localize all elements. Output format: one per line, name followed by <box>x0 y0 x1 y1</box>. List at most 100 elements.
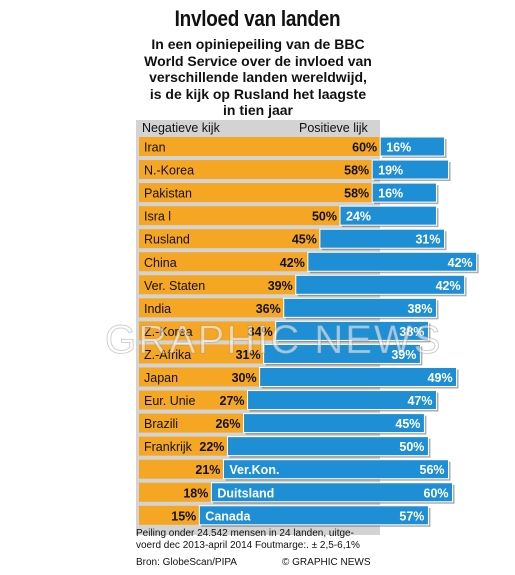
bar-row: 31% 39% Z.-Afrika <box>139 343 423 366</box>
positive-value-label: 31% <box>415 233 440 247</box>
category-label: Rusland <box>144 233 190 247</box>
negative-bar <box>139 252 308 272</box>
bar-row: 58% 16% Pakistan <box>139 182 439 205</box>
positive-bar <box>275 320 429 341</box>
positive-bar <box>198 505 429 526</box>
negative-value-label: 30% <box>232 371 257 385</box>
negative-bar <box>139 413 244 433</box>
negative-header: Negatieve kijk <box>142 121 220 135</box>
negative-value-label: 34% <box>248 325 273 339</box>
positive-bar <box>226 436 429 457</box>
negative-value-label: 42% <box>280 256 305 270</box>
bar-row: 36% 38% India <box>139 297 439 320</box>
negative-value-label: 21% <box>195 463 220 477</box>
negative-bar <box>139 206 340 226</box>
positive-value-label: 19% <box>378 164 403 178</box>
category-label: Z.-Afrika <box>144 348 191 362</box>
negative-bar <box>139 321 276 341</box>
category-label: Canada <box>205 509 251 523</box>
positive-bar <box>222 459 450 480</box>
bar-row: 15% 57% Canada <box>139 505 431 527</box>
bar-row: 45% 31% Rusland <box>139 228 447 251</box>
positive-value-label: 50% <box>399 440 424 454</box>
negative-bar <box>139 344 264 364</box>
positive-value-label: 60% <box>424 486 449 500</box>
bar-row: 30% 49% Japan <box>139 367 459 389</box>
positive-value-label: 56% <box>420 463 445 477</box>
positive-value-label: 45% <box>395 417 420 431</box>
positive-bar <box>379 136 446 157</box>
negative-value-label: 60% <box>352 141 377 155</box>
category-label: N.-Korea <box>144 164 194 178</box>
positive-bar <box>243 413 425 434</box>
positive-value-label: 16% <box>386 141 411 155</box>
category-label: Ver. Staten <box>144 279 205 293</box>
positive-bar <box>307 251 478 272</box>
bar-row: 22% 50% Frankrijk <box>139 436 431 458</box>
negative-value-label: 27% <box>220 394 245 408</box>
negative-bar <box>139 459 224 479</box>
bar-row: 42% 42% China <box>139 251 479 274</box>
positive-value-label: 42% <box>448 256 473 270</box>
positive-bar <box>283 297 437 318</box>
negative-value-label: 45% <box>292 233 317 247</box>
negative-value-label: 18% <box>183 486 208 500</box>
negative-bar <box>139 390 248 410</box>
category-label: Duitsland <box>217 486 274 500</box>
negative-bar <box>139 183 373 203</box>
chart-subtitle: In een opiniepeiling van de BBC World Se… <box>144 36 372 118</box>
positive-value-label: 24% <box>346 210 371 224</box>
category-label: Eur. Unie <box>144 394 195 408</box>
negative-bar <box>139 482 212 502</box>
negative-bar <box>139 436 228 456</box>
positive-value-label: 16% <box>378 187 403 201</box>
category-label: Pakistan <box>144 187 192 201</box>
category-label: Z.-Korea <box>144 325 193 339</box>
negative-value-label: 39% <box>268 279 293 293</box>
positive-bar <box>371 182 437 203</box>
positive-value-label: 57% <box>399 509 424 523</box>
negative-value-label: 58% <box>344 187 369 201</box>
chart-title: Invloed van landen <box>174 6 341 31</box>
positive-bar <box>319 228 446 249</box>
positive-bar <box>339 205 437 226</box>
bar-row: 26% 45% Brazili <box>139 413 427 435</box>
bar-row: 21% 56% Ver.Kon. <box>139 459 451 481</box>
positive-header: Positieve lijk <box>299 121 368 135</box>
negative-bar <box>139 160 373 180</box>
positive-value-label: 38% <box>399 325 424 339</box>
bar-row: 27% 47% Eur. Unie <box>139 390 439 412</box>
bar-row: 58% 19% N.-Korea <box>139 159 451 182</box>
positive-value-label: 47% <box>407 394 432 408</box>
negative-value-label: 58% <box>344 164 369 178</box>
bar-row: 34% 38% Z.-Korea <box>139 320 431 343</box>
category-label: Japan <box>144 371 178 385</box>
copyright-credit: © GRAPHIC NEWS <box>282 557 371 568</box>
negative-value-label: 22% <box>199 440 224 454</box>
negative-value-label: 26% <box>215 417 240 431</box>
positive-bar <box>259 367 458 387</box>
category-label: India <box>144 302 171 316</box>
negative-value-label: 36% <box>256 302 281 316</box>
negative-bar <box>139 505 200 525</box>
negative-value-label: 50% <box>312 210 337 224</box>
source-credit: Bron: GlobeScan/PIPA <box>136 557 237 568</box>
category-label: Isra l <box>144 210 171 224</box>
positive-bar <box>210 482 454 503</box>
category-label: Frankrijk <box>144 440 193 454</box>
negative-bar <box>139 137 381 156</box>
category-label: China <box>144 256 177 270</box>
category-label: Brazili <box>144 417 178 431</box>
positive-value-label: 38% <box>407 302 432 316</box>
category-label: Iran <box>144 141 166 155</box>
category-label: Ver.Kon. <box>229 463 279 477</box>
positive-bar <box>263 343 421 364</box>
positive-bar <box>247 390 437 411</box>
negative-value-label: 15% <box>171 509 196 523</box>
negative-bar <box>139 275 296 295</box>
footnote: Peiling onder 24.542 mensen in 24 landen… <box>136 528 360 551</box>
negative-value-label: 31% <box>236 348 261 362</box>
positive-bar <box>371 159 450 180</box>
